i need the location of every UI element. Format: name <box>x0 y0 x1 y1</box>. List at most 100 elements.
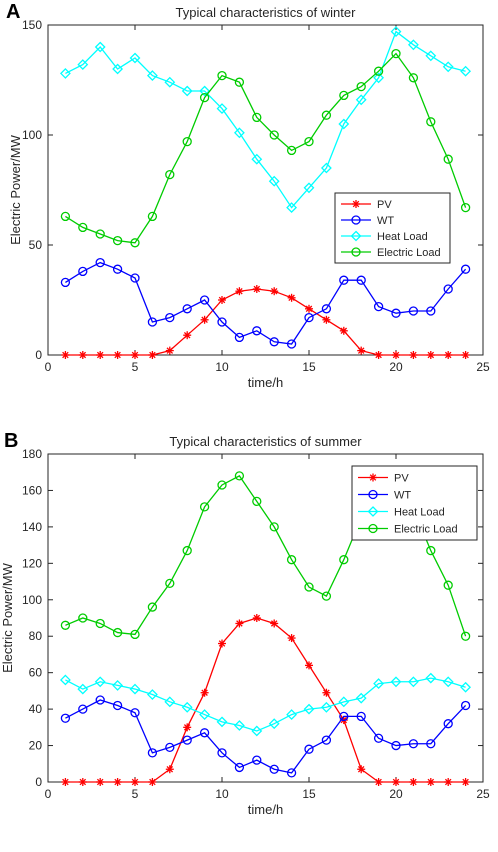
chart-b-point-heat-load <box>251 725 263 737</box>
chart-a-point-electric-load <box>304 136 314 147</box>
chart-b-point-wt <box>269 764 279 774</box>
chart-b-point-heat-load <box>425 672 437 684</box>
chart-b-point-wt <box>391 740 401 751</box>
chart-a-point-pv <box>235 287 244 296</box>
chart-b-point-electric-load <box>234 471 245 481</box>
chart-a-point-heat-load <box>268 175 280 187</box>
chart-a-point-electric-load <box>321 110 332 120</box>
chart-a-point-heat-load <box>112 63 124 75</box>
chart-b-point-wt <box>165 742 175 753</box>
chart-a-point-electric-load <box>217 70 227 81</box>
chart-b-point-pv <box>235 619 244 628</box>
chart-a-point-pv <box>78 351 87 359</box>
chart-a-point-wt <box>147 317 158 327</box>
chart-b-point-heat-load <box>146 689 158 700</box>
chart-a-x-tick-label: 5 <box>132 360 139 374</box>
chart-a-legend-label-heat-load: Heat Load <box>377 231 428 243</box>
chart-a-point-wt <box>460 264 471 274</box>
chart-b-series-wt <box>60 695 471 778</box>
chart-a-point-wt <box>408 306 419 316</box>
chart-a-point-pv <box>131 351 139 359</box>
chart-b-point-wt <box>443 719 453 729</box>
chart-a-point-heat-load <box>373 72 385 84</box>
chart-b-point-electric-load <box>199 502 210 512</box>
chart-b-point-pv <box>374 778 383 786</box>
chart-b-point-wt <box>217 748 227 758</box>
chart-b-point-electric-load <box>78 613 88 623</box>
chart-b-y-tick-label: 100 <box>22 593 42 607</box>
chart-b-point-wt <box>426 739 436 749</box>
chart-a-point-electric-load <box>426 117 436 127</box>
chart-a-point-pv <box>409 351 418 359</box>
chart-a-title: Typical characteristics of winter <box>176 5 357 20</box>
chart-b-legend-marker-heat-load <box>367 506 379 517</box>
chart-b-point-pv <box>183 723 192 732</box>
chart-b-point-wt <box>199 728 210 738</box>
chart-b-legend-label-wt: WT <box>394 490 411 502</box>
chart-b-legend-label-electric-load: Electric Load <box>394 524 458 536</box>
chart-b-point-electric-load <box>304 582 314 592</box>
chart-a-point-wt <box>130 273 140 283</box>
chart-b-point-pv <box>270 619 279 628</box>
chart-b-point-wt <box>78 704 88 714</box>
chart-a-point-heat-load <box>146 70 158 82</box>
chart-b-point-heat-load <box>303 703 315 715</box>
chart-a-point-heat-load <box>216 103 228 115</box>
chart-a-point-electric-load <box>147 211 158 222</box>
chart-a-point-electric-load <box>408 73 419 83</box>
chart-b-point-electric-load <box>321 591 332 601</box>
chart-b-series-pv <box>61 614 470 786</box>
chart-a-point-pv <box>339 326 348 335</box>
chart-a-point-electric-load <box>78 222 88 233</box>
chart-b-point-heat-load <box>181 701 193 713</box>
chart-b-point-pv <box>357 765 366 774</box>
chart-a-x-tick-label: 10 <box>215 360 229 374</box>
chart-a-x-tick-label: 0 <box>45 360 52 374</box>
chart-a-series-heat-load <box>59 26 472 214</box>
chart-a-point-heat-load <box>77 59 89 71</box>
chart-a-legend: PV WT Heat Load Electric Load <box>334 192 451 264</box>
chart-a-point-heat-load <box>425 50 437 62</box>
chart-b-line-wt <box>65 699 467 774</box>
chart-a-point-pv <box>148 351 157 359</box>
chart-b-y-tick-label: 60 <box>29 666 43 680</box>
chart-a-legend-marker-electric-load <box>351 247 361 257</box>
chart-b-point-electric-load <box>95 618 105 629</box>
chart-a-y-axis-label: Electric Power/MW <box>8 134 23 245</box>
chart-b-y-tick-label: 20 <box>29 739 43 753</box>
chart-b-point-electric-load <box>182 545 192 556</box>
chart-a-point-pv <box>183 331 192 340</box>
chart-a-y-tick-label: 0 <box>35 348 42 362</box>
chart-b-point-wt <box>130 708 140 718</box>
chart-b-point-pv <box>252 614 261 622</box>
chart-b-point-wt <box>182 735 192 745</box>
chart-a-point-heat-load <box>129 52 141 64</box>
chart-b-point-pv <box>113 778 122 786</box>
chart-a-y-tick-label: 100 <box>22 128 42 142</box>
chart-b-point-pv <box>426 778 435 786</box>
chart-a-point-electric-load <box>112 235 123 246</box>
chart-b-point-heat-load <box>442 676 454 688</box>
chart-a-point-wt <box>304 312 314 323</box>
chart-a-point-wt <box>339 275 349 285</box>
chart-a-point-heat-load <box>181 85 193 97</box>
chart-a-point-heat-load <box>286 202 298 214</box>
chart-b-point-electric-load <box>165 578 175 589</box>
chart-a-line-electric-load <box>65 52 467 244</box>
chart-b-point-electric-load <box>112 627 123 638</box>
chart-a-point-wt <box>95 257 105 268</box>
chart-b-legend-marker-pv <box>369 473 377 482</box>
chart-a-point-pv <box>322 315 331 324</box>
chart-a-legend-marker-heat-load <box>350 230 362 242</box>
chart-b-y-tick-label: 80 <box>29 629 43 643</box>
chart-a-point-wt <box>78 266 88 277</box>
chart-a-point-electric-load <box>443 154 453 164</box>
chart-a-point-wt <box>60 277 71 288</box>
chart-b-point-wt <box>321 735 332 745</box>
chart-a-point-pv <box>305 304 313 313</box>
chart-a-legend-marker-pv <box>352 200 360 208</box>
chart-a-point-electric-load <box>130 238 140 248</box>
chart-a-point-pv <box>374 351 383 359</box>
chart-a-point-wt <box>321 304 332 314</box>
chart-a-point-pv <box>287 293 296 302</box>
